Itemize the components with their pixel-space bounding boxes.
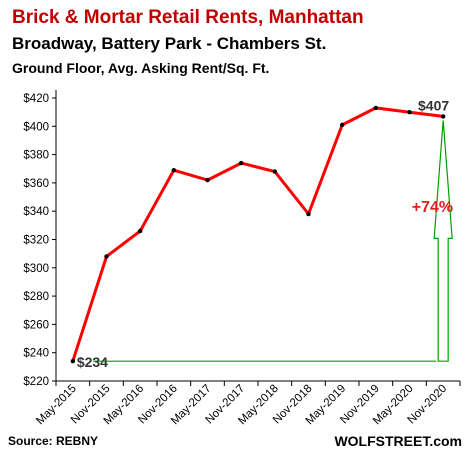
chart-subtitle: Broadway, Battery Park - Chambers St. [12, 34, 326, 53]
y-tick-label: $240 [23, 348, 49, 360]
start-value-label: $234 [77, 354, 108, 370]
chart-subtitle-2: Ground Floor, Avg. Asking Rent/Sq. Ft. [12, 60, 269, 76]
y-tick-label: $340 [23, 206, 49, 218]
axes: $220 $240 $260 $280 $300 $320 $340 $360 $380 $400… [23, 90, 461, 427]
data-point [272, 169, 278, 174]
change-label: +74% [412, 199, 453, 216]
data-point [137, 228, 143, 234]
data-point [104, 254, 109, 259]
y-tick-label: $420 [23, 93, 49, 105]
end-value-label: $407 [418, 97, 449, 113]
y-tick-label: $300 [23, 263, 49, 275]
annotation-labels: $234 $407 +74% [77, 97, 453, 370]
data-point [339, 122, 345, 128]
brand-name: WOLFSTREET.com [334, 433, 462, 449]
series-group [70, 105, 446, 364]
change-annotation [92, 120, 453, 362]
y-tick-label: $220 [23, 376, 49, 388]
data-point [238, 160, 244, 166]
chart-title: Brick & Mortar Retail Rents, Manhattan [12, 7, 364, 28]
data-point [306, 211, 311, 217]
series-line [71, 106, 444, 362]
y-tick-label: $280 [23, 291, 49, 303]
y-tick-label: $260 [23, 319, 49, 331]
data-point [171, 167, 177, 173]
data-point [440, 114, 446, 119]
y-tick-label: $360 [23, 178, 49, 190]
y-tick-label: $380 [23, 150, 49, 162]
increase-arrow [433, 120, 453, 362]
data-point [70, 358, 76, 364]
data-point [407, 109, 412, 115]
data-point [373, 105, 379, 111]
y-tick-label: $320 [23, 235, 49, 247]
data-point [205, 177, 210, 183]
y-tick-label: $400 [23, 121, 49, 133]
source-note: Source: REBNY [8, 434, 98, 448]
